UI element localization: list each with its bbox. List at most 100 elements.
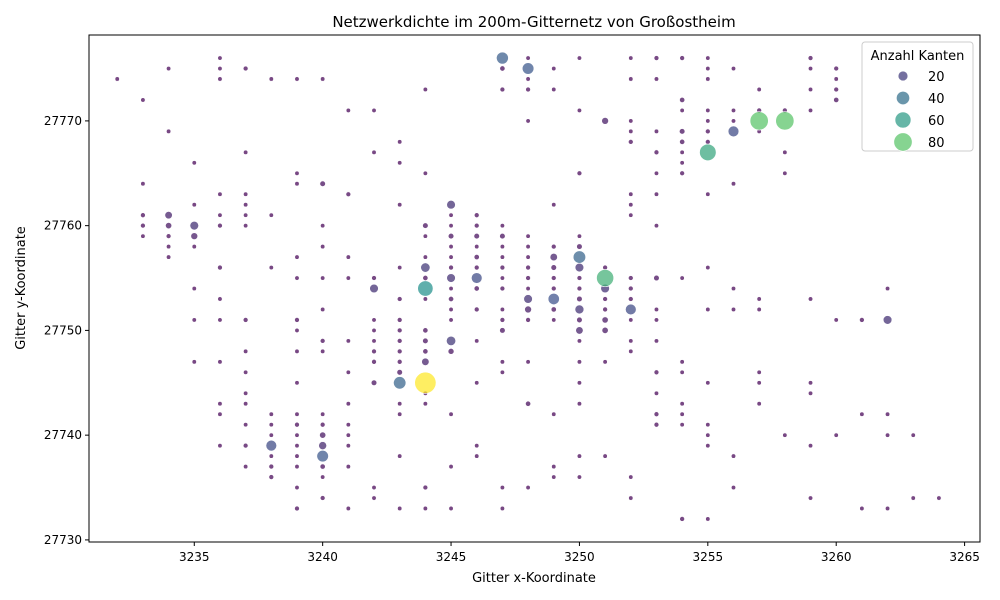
data-point (859, 411, 865, 417)
data-point (653, 76, 660, 82)
data-point (448, 285, 454, 292)
data-point (807, 65, 814, 72)
data-point (191, 202, 197, 208)
data-point (551, 285, 557, 292)
y-tick-label: 27760 (44, 219, 82, 233)
data-point (140, 233, 146, 239)
data-point (422, 505, 428, 512)
data-point (319, 421, 326, 428)
data-point (268, 453, 274, 459)
data-point (369, 283, 379, 294)
data-point (243, 223, 249, 229)
data-point (653, 411, 660, 417)
data-point (628, 76, 634, 82)
data-point (397, 453, 403, 459)
data-point (420, 262, 431, 273)
data-point (653, 149, 660, 156)
data-point (140, 181, 146, 187)
data-point (448, 212, 454, 218)
x-tick-label: 3255 (693, 550, 724, 564)
data-point (474, 443, 480, 449)
data-point (316, 449, 329, 463)
data-point (628, 285, 634, 292)
data-point (653, 369, 660, 376)
data-point (422, 327, 429, 334)
data-point (217, 317, 223, 323)
data-point (294, 411, 300, 417)
data-point (807, 495, 814, 501)
data-point (807, 380, 814, 386)
data-point (705, 128, 711, 135)
data-point (576, 275, 583, 281)
data-point (396, 369, 403, 376)
data-point (628, 202, 634, 208)
data-point (397, 411, 403, 417)
data-point (496, 51, 509, 65)
data-point (243, 390, 249, 396)
data-point (268, 463, 275, 470)
data-point (705, 65, 711, 72)
data-point (345, 422, 351, 428)
data-point (705, 432, 711, 438)
data-point (217, 264, 223, 271)
data-point (320, 244, 326, 250)
data-point (576, 295, 583, 303)
data-point (885, 285, 891, 292)
data-point (628, 495, 634, 501)
data-point (525, 76, 531, 82)
data-point (705, 265, 711, 271)
data-point (446, 200, 456, 210)
data-point (268, 411, 274, 417)
data-point (525, 400, 532, 407)
data-point (782, 432, 788, 438)
data-point (576, 474, 582, 480)
data-point (705, 443, 711, 449)
data-point (422, 337, 429, 345)
data-point (782, 170, 788, 176)
data-point (523, 294, 533, 304)
data-point (447, 232, 455, 240)
data-point (576, 453, 582, 459)
legend-label: 20 (928, 70, 945, 85)
data-point (807, 55, 814, 61)
data-point (705, 107, 711, 113)
data-point (628, 275, 634, 281)
data-point (191, 160, 197, 166)
data-point (294, 317, 300, 323)
data-point (576, 285, 583, 292)
data-point (653, 274, 660, 282)
data-point (499, 244, 505, 250)
data-point (885, 411, 891, 417)
data-point (807, 86, 814, 93)
data-point (140, 97, 146, 103)
y-tick-label: 27770 (44, 114, 82, 128)
y-tick-label: 27730 (44, 533, 82, 547)
data-point (602, 306, 608, 313)
data-point (320, 223, 326, 229)
y-axis-label: Gitter y-Koordinate (14, 226, 29, 350)
data-point (499, 317, 506, 323)
x-axis-ticks: 3235 3240 3245 3250 3255 3260 3265 (179, 542, 980, 564)
data-point (525, 359, 531, 365)
data-point (730, 118, 737, 124)
data-point (551, 243, 557, 250)
data-point (473, 212, 480, 218)
data-point (370, 379, 378, 386)
data-point (679, 401, 685, 407)
data-point (551, 202, 557, 208)
data-point (653, 306, 660, 312)
legend-entries: 20 40 60 80 (893, 70, 945, 152)
data-point (601, 117, 609, 125)
data-point (679, 411, 685, 417)
data-point (910, 495, 916, 501)
data-point (397, 160, 403, 166)
data-point (756, 401, 762, 407)
data-point (319, 431, 327, 439)
data-point (679, 107, 685, 113)
data-point (217, 296, 223, 302)
data-point (550, 264, 557, 271)
data-point (730, 484, 737, 491)
data-point (140, 212, 146, 218)
data-point (653, 223, 660, 229)
